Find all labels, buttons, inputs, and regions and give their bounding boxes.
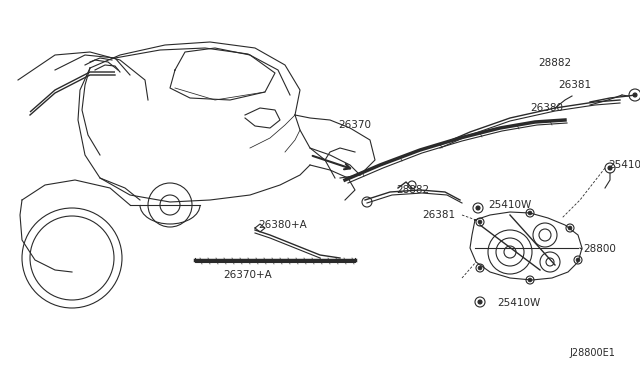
Circle shape <box>478 220 482 224</box>
Circle shape <box>528 211 532 215</box>
Text: 26381: 26381 <box>422 210 455 220</box>
Circle shape <box>633 93 637 97</box>
Text: J28800E1: J28800E1 <box>569 348 615 358</box>
Text: 26381: 26381 <box>558 80 591 90</box>
Text: 28882: 28882 <box>538 58 571 68</box>
Text: 28800: 28800 <box>583 244 616 254</box>
Circle shape <box>478 266 482 270</box>
Circle shape <box>576 258 580 262</box>
Text: 26380+A: 26380+A <box>258 220 307 230</box>
Circle shape <box>362 197 372 207</box>
Circle shape <box>476 206 480 210</box>
Text: 25410W: 25410W <box>497 298 540 308</box>
Circle shape <box>608 166 612 170</box>
Circle shape <box>528 278 532 282</box>
Text: 28882: 28882 <box>396 185 429 195</box>
Circle shape <box>568 226 572 230</box>
Text: 25410W: 25410W <box>488 200 531 210</box>
Text: 25410V: 25410V <box>608 160 640 170</box>
Circle shape <box>478 300 482 304</box>
Text: 26370+A: 26370+A <box>223 270 273 280</box>
Text: 26380: 26380 <box>530 103 563 113</box>
Text: 26370: 26370 <box>339 120 371 130</box>
